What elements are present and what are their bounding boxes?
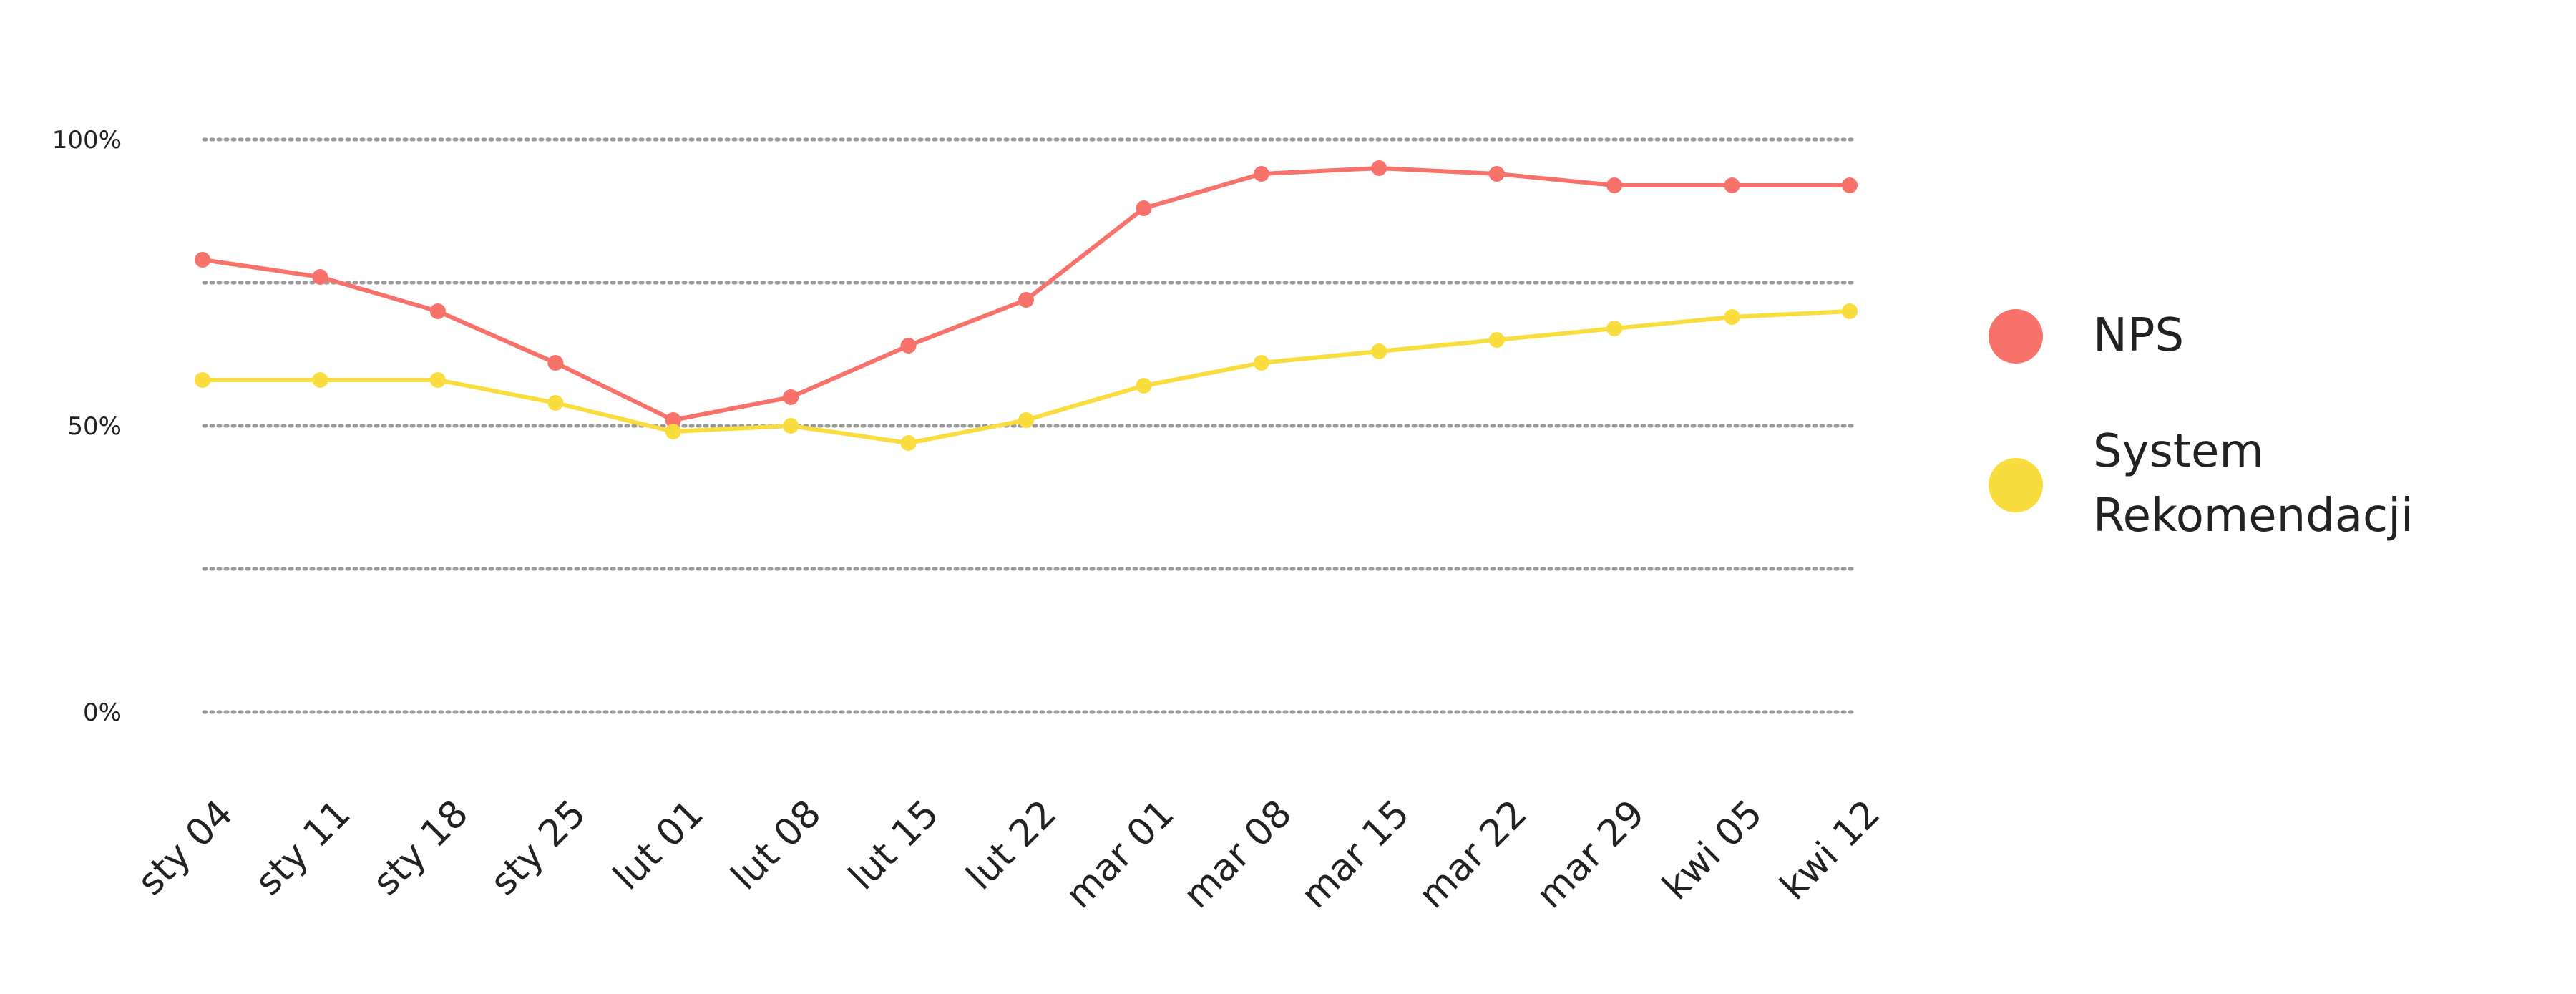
x-tick-label: lut 22: [958, 792, 1065, 899]
x-tick-label: lut 15: [841, 792, 947, 899]
x-tick-label: kwi 05: [1654, 792, 1770, 908]
legend-label: Rekomendacji: [2093, 489, 2414, 542]
data-point: [1018, 292, 1034, 308]
data-point: [195, 372, 210, 388]
data-point: [195, 252, 210, 268]
data-point: [312, 269, 328, 285]
data-point: [1606, 177, 1623, 193]
data-point: [547, 395, 564, 411]
legend: NPS System Rekomendacji: [1989, 309, 2414, 542]
y-tick-label: 50%: [67, 412, 122, 441]
data-point: [1371, 343, 1387, 359]
x-tick-label: sty 04: [130, 792, 241, 904]
series-0: [195, 160, 1858, 428]
x-tick-label: mar 08: [1176, 792, 1300, 917]
y-axis-ticks: 0% 50% 100%: [52, 126, 122, 727]
data-point: [900, 435, 917, 451]
x-tick-label: lut 01: [605, 792, 712, 899]
y-tick-label: 0%: [83, 698, 122, 727]
legend-item: System Rekomendacji: [1989, 425, 2414, 542]
data-point: [312, 372, 328, 388]
data-point: [1136, 200, 1152, 216]
data-point: [1488, 166, 1505, 182]
data-point: [1842, 303, 1858, 319]
legend-label: System: [2093, 425, 2264, 478]
series-1: [195, 303, 1858, 451]
x-tick-label: kwi 12: [1772, 792, 1888, 908]
legend-item: NPS: [1989, 309, 2184, 364]
x-tick-label: mar 01: [1058, 792, 1182, 917]
data-point: [1842, 177, 1858, 193]
data-point: [429, 372, 446, 388]
x-tick-label: sty 11: [247, 792, 358, 904]
data-point: [665, 424, 681, 439]
legend-swatch: [1989, 458, 2043, 512]
data-point: [665, 412, 681, 428]
x-tick-label: mar 15: [1293, 792, 1418, 917]
x-tick-label: mar 22: [1411, 792, 1536, 917]
data-point: [1253, 166, 1269, 182]
data-point: [783, 389, 799, 405]
legend-swatch: [1989, 309, 2043, 364]
data-point: [1488, 332, 1505, 348]
legend-label: NPS: [2093, 309, 2184, 362]
data-point: [429, 303, 446, 319]
data-point: [1253, 355, 1269, 371]
x-tick-label: lut 08: [723, 792, 829, 899]
data-point: [1724, 177, 1740, 193]
y-tick-label: 100%: [52, 126, 122, 155]
x-axis-ticks: sty 04 sty 11 sty 18 sty 25 lut 01 lut 08 lut …: [130, 792, 1888, 917]
data-point: [900, 338, 917, 354]
data-point: [783, 418, 799, 434]
data-point: [547, 355, 564, 371]
series-lines: [195, 160, 1858, 451]
x-tick-label: sty 18: [365, 792, 477, 904]
data-point: [1136, 378, 1152, 394]
data-point: [1371, 160, 1387, 176]
data-point: [1724, 309, 1740, 325]
x-tick-label: mar 29: [1528, 792, 1653, 917]
data-point: [1606, 321, 1623, 336]
x-tick-label: sty 25: [482, 792, 594, 904]
data-point: [1018, 412, 1034, 428]
